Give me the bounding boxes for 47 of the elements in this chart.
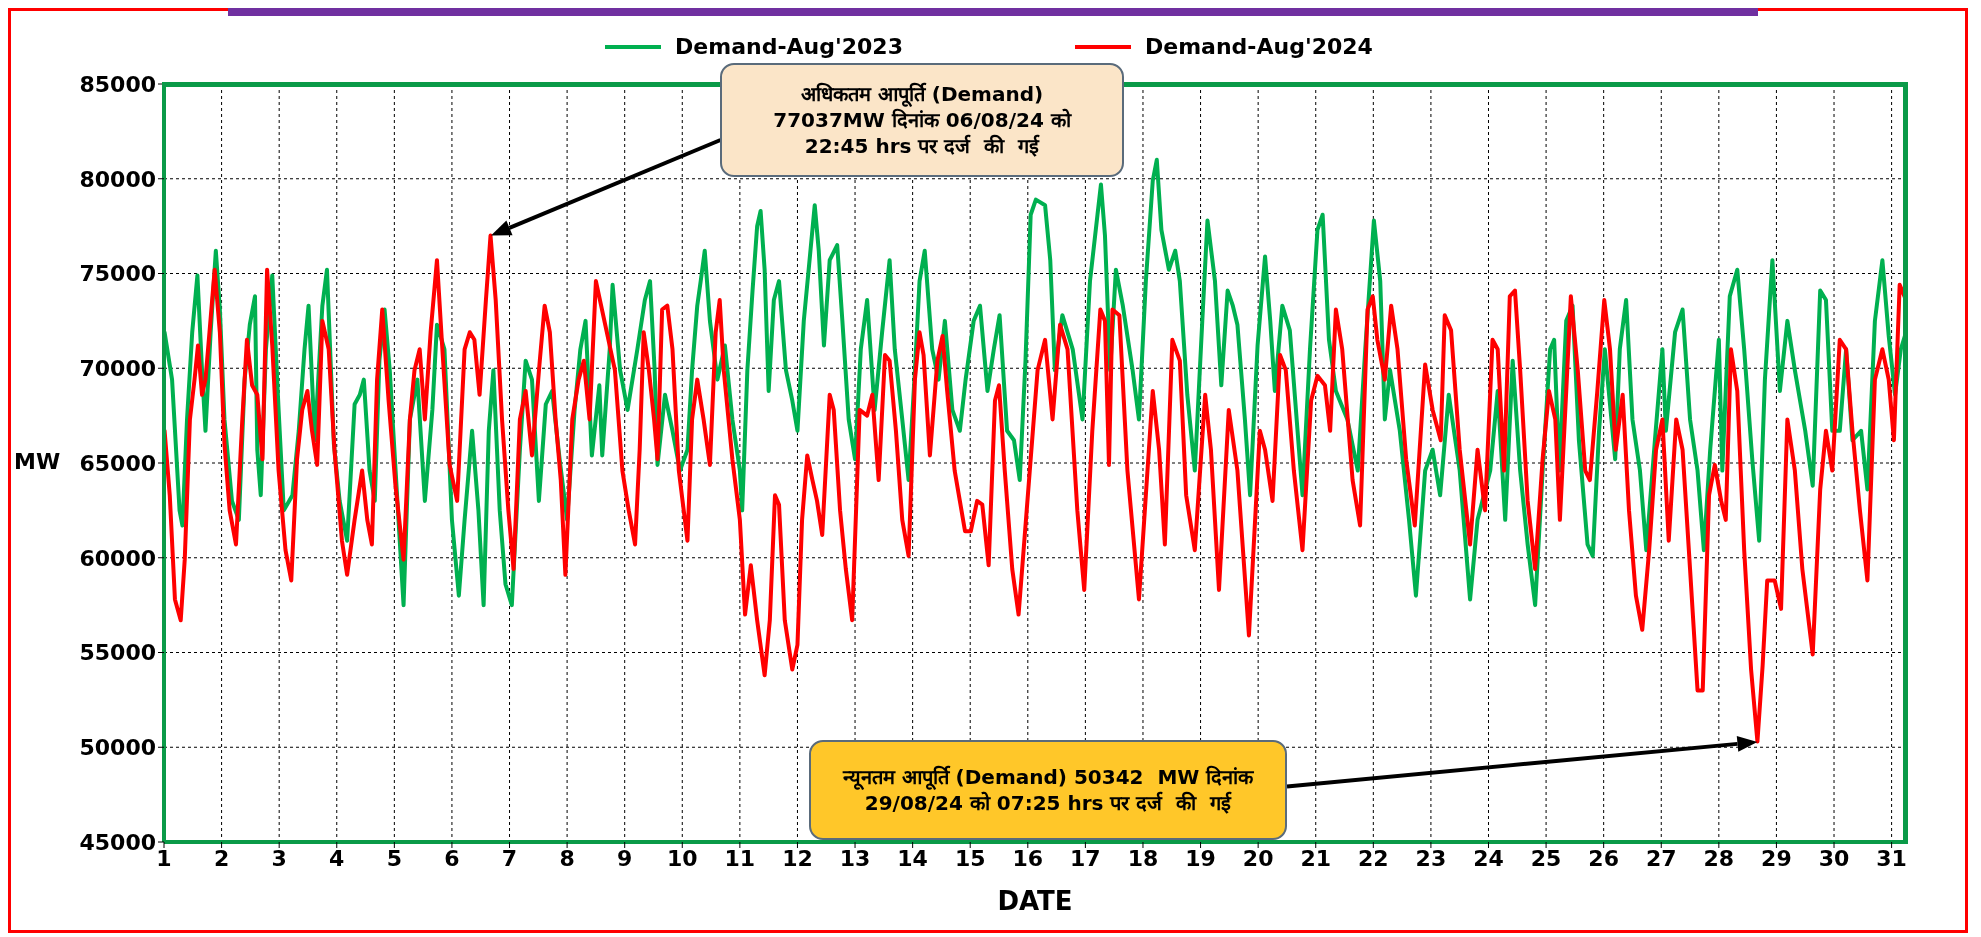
x-tick-label: 15 (954, 845, 986, 871)
x-tick-label: 8 (559, 845, 575, 871)
x-tick-label: 5 (386, 845, 402, 871)
x-tick-label: 22 (1358, 845, 1389, 871)
x-tick-label: 7 (501, 845, 518, 871)
x-tick-label: 18 (1127, 845, 1159, 871)
y-tick-label: 65000 (79, 450, 156, 476)
y-tick-label: 85000 (79, 71, 156, 97)
x-tick-label: 31 (1876, 845, 1907, 871)
x-tick-label: 1 (156, 845, 172, 871)
x-tick-label: 19 (1185, 845, 1216, 871)
x-tick-label: 4 (329, 845, 345, 871)
y-tick-label: 75000 (79, 261, 156, 287)
annotation: न्यूनतम आपूर्ति (Demand) 50342 MW दिनांक 29/08/24 को 07:25 hrs पर दर्ज की गई (842, 764, 1254, 816)
legend-label: Demand-Aug'2023 (675, 34, 903, 59)
x-tick-label: 13 (839, 845, 871, 871)
x-axis-title: DATE (996, 886, 1074, 916)
legend-label: Demand-Aug'2024 (1145, 34, 1373, 59)
x-tick-label: 10 (666, 845, 698, 871)
x-tick-label: 2 (213, 845, 230, 871)
y-tick-label: 80000 (79, 166, 156, 192)
x-tick-label: 30 (1818, 845, 1850, 871)
y-tick-label: 50000 (79, 735, 156, 761)
x-tick-label: 6 (444, 845, 460, 871)
x-tick-label: 27 (1645, 845, 1677, 871)
annotation: अधिकतम आपूर्ति (Demand) 77037MW दिनांक 06/08/24 को 22:45 hrs पर दर्ज की गई (773, 81, 1071, 159)
y-tick-label: 60000 (79, 545, 156, 571)
x-tick-label: 11 (724, 845, 756, 871)
x-tick-label: 28 (1703, 845, 1735, 871)
x-tick-label: 23 (1415, 845, 1447, 871)
y-axis-title: MW (14, 449, 61, 474)
x-tick-label: 24 (1473, 845, 1504, 871)
x-tick-label: 29 (1761, 845, 1792, 871)
x-tick-label: 20 (1242, 845, 1274, 871)
x-tick-label: 25 (1530, 845, 1562, 871)
y-tick-label: 45000 (79, 829, 156, 855)
x-tick-label: 16 (1012, 845, 1044, 871)
x-tick-label: 21 (1300, 845, 1332, 871)
x-tick-label: 12 (782, 845, 813, 871)
y-tick-label: 55000 (79, 640, 156, 666)
x-tick-label: 14 (897, 845, 928, 871)
x-tick-label: 26 (1588, 845, 1619, 871)
x-tick-label: 17 (1070, 845, 1101, 871)
callout: अधिकतम आपूर्ति (Demand) 77037MW दिनांक 06/08/24 को 22:45 hrs पर दर्ज की गई (488, 63, 1124, 238)
x-tick-label: 9 (617, 845, 633, 871)
x-tick-label: 3 (271, 845, 287, 871)
y-tick-label: 70000 (79, 356, 156, 382)
